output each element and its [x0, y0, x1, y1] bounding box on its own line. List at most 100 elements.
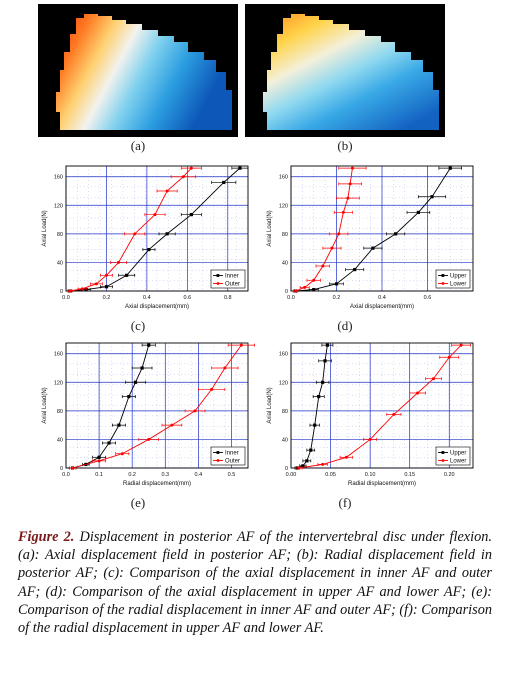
plot-frame	[290, 342, 474, 469]
y-tick-label: 160	[279, 352, 288, 358]
caption-text: Displacement in posterior AF of the inte…	[18, 529, 492, 637]
legend-marker	[441, 451, 445, 454]
radial-displacement-field-image	[245, 4, 445, 137]
data-point	[301, 464, 305, 468]
data-point	[189, 166, 193, 170]
panel-label-a: (a)	[130, 138, 146, 153]
x-tick-label: 0.10	[365, 472, 376, 478]
y-tick-label: 0	[285, 289, 288, 295]
x-tick-label: 0.2	[128, 472, 136, 478]
data-point	[104, 285, 109, 289]
data-point	[170, 423, 174, 427]
data-point	[147, 343, 151, 347]
legend-label: Lower	[450, 459, 466, 465]
chart-c: 0.0 0.2 0.4 0.6 0.8 0 40 80 120 160 Axial displace…	[28, 160, 258, 335]
data-point	[313, 423, 317, 427]
chart-f-svg: 0.00 0.05 0.10 0.15 0.20 0 40 80 120 160 Radial di…	[267, 342, 474, 487]
legend-label: Inner	[225, 451, 239, 457]
data-point	[312, 287, 316, 292]
series-line-inner	[72, 345, 150, 469]
legend-marker	[441, 282, 445, 285]
y-tick-label: 120	[54, 203, 63, 209]
x-tick-label: 0.1	[95, 472, 103, 478]
data-point	[312, 278, 316, 282]
field-image-a	[56, 14, 232, 130]
data-point	[330, 246, 334, 250]
y-tick-label: 120	[54, 380, 63, 386]
plot-frame	[65, 342, 249, 469]
data-point	[309, 448, 313, 452]
legend-label: Upper	[450, 274, 466, 280]
x-tick-label: 0.5	[228, 472, 236, 478]
data-point	[125, 273, 129, 277]
data-point	[337, 232, 341, 236]
data-point	[97, 455, 101, 459]
x-tick-label: 0.0	[287, 295, 295, 301]
legend-marker	[216, 451, 220, 454]
data-point	[117, 423, 121, 427]
y-tick-label: 0	[60, 289, 63, 295]
field-image-b	[263, 14, 439, 130]
data-point	[416, 391, 420, 395]
y-tick-label: 0	[285, 466, 288, 472]
data-point	[334, 282, 339, 286]
y-tick-label: 0	[60, 466, 63, 472]
data-point	[317, 394, 321, 399]
data-point	[341, 210, 345, 214]
data-point	[71, 466, 75, 470]
y-tick-label: 40	[282, 437, 288, 443]
data-point	[165, 189, 169, 193]
panel-label-c: (c)	[130, 318, 146, 333]
panel-label-e: (e)	[130, 495, 146, 510]
data-point	[394, 232, 398, 236]
data-point	[430, 195, 434, 199]
x-tick-label: 0.4	[378, 295, 386, 301]
panel-label-d: (d)	[337, 318, 353, 333]
data-point	[325, 343, 329, 347]
y-tick-label: 160	[54, 175, 63, 181]
data-point	[239, 343, 243, 347]
plot-frame	[290, 165, 474, 292]
data-point	[344, 455, 348, 459]
data-point	[392, 412, 396, 416]
series-line-lower	[295, 168, 353, 292]
data-point	[294, 289, 298, 293]
panel-label-f: (f)	[338, 495, 352, 510]
x-axis-label: Axial displacement(mm)	[350, 304, 414, 310]
legend-marker	[441, 274, 445, 277]
series-line-outer	[69, 167, 192, 292]
data-point	[321, 380, 325, 384]
data-point	[297, 466, 301, 470]
figure-caption: Figure 2. Displacement in posterior AF o…	[18, 528, 492, 637]
data-point	[459, 343, 463, 347]
data-point	[117, 260, 121, 264]
data-point	[133, 232, 137, 236]
data-point	[305, 459, 309, 463]
chart-e: 0.0 0.1 0.2 0.3 0.4 0.5 0 40 80 120 160 Radial disp…	[28, 337, 258, 512]
data-point	[416, 210, 420, 215]
y-tick-label: 80	[282, 409, 288, 415]
y-axis-label: Axial Load(N)	[267, 387, 273, 423]
data-point	[353, 267, 357, 272]
data-point	[94, 282, 98, 286]
data-point	[127, 394, 131, 399]
x-tick-label: 0.0	[62, 295, 70, 301]
x-tick-label: 0.00	[286, 472, 297, 478]
legend-label: Outer	[225, 459, 240, 465]
x-tick-label: 0.05	[325, 472, 336, 478]
data-point	[140, 366, 144, 370]
data-point	[348, 182, 352, 186]
data-point	[350, 166, 354, 170]
data-point	[107, 441, 111, 445]
x-tick-label: 0.6	[424, 295, 432, 301]
y-tick-label: 80	[282, 232, 288, 238]
y-tick-label: 40	[57, 437, 63, 443]
x-tick-label: 0.4	[195, 472, 203, 478]
plot-frame	[65, 165, 249, 292]
x-tick-label: 0.0	[62, 472, 70, 478]
data-point	[80, 287, 84, 291]
y-tick-label: 80	[57, 232, 63, 238]
y-tick-label: 80	[57, 409, 63, 415]
y-tick-label: 160	[54, 352, 63, 358]
x-axis-label: Radial displacement(mm)	[348, 481, 416, 487]
